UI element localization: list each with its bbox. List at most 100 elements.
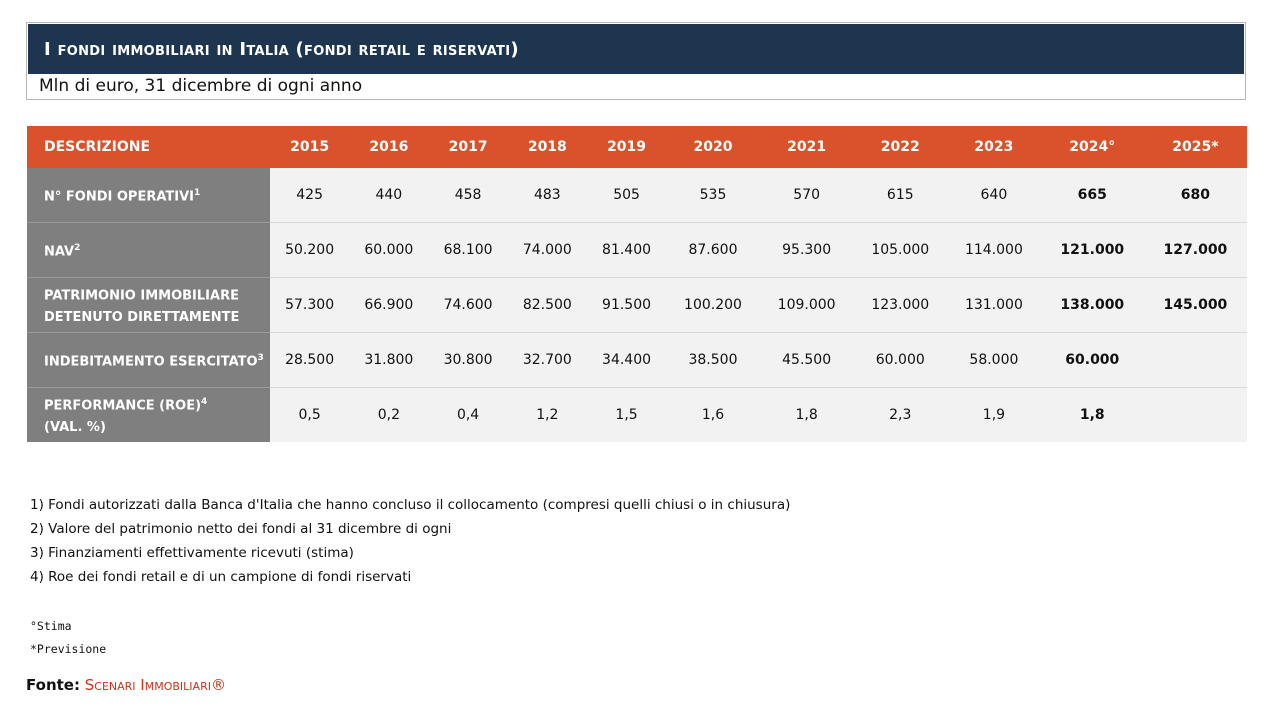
table-cell: 1,9	[947, 387, 1041, 442]
table-cell: 30.800	[428, 332, 508, 388]
row-label-line2: DETENUTO DIRETTAMENTE	[44, 310, 240, 326]
table-cell: 1,5	[586, 387, 667, 442]
table-cell: 425	[270, 168, 350, 223]
row-label: NAV2	[27, 222, 270, 278]
source: Fonte: Scenari Immobiliari®	[26, 676, 226, 694]
table-cell: 91.500	[586, 277, 667, 333]
footnote-ref: 4	[201, 396, 208, 407]
table-cell: 38.500	[666, 332, 760, 388]
table-body: N° FONDI OPERATIVI1 425 440 458 483 505 535 570…	[27, 168, 1247, 442]
table-cell: 1,6	[666, 387, 760, 442]
footnote-ref: 3	[257, 352, 264, 363]
table-cell: 2,3	[853, 387, 948, 442]
row-label: INDEBITAMENTO ESERCITATO3	[27, 332, 270, 388]
table-cell: 123.000	[853, 277, 948, 333]
table-cell: 505	[586, 168, 667, 223]
footnote: 3) Finanziamenti effettivamente ricevuti…	[30, 545, 354, 561]
footnotes: 1) Fondi autorizzati dalla Banca d'Itali…	[30, 493, 790, 589]
table-cell: 615	[853, 168, 948, 223]
source-org: Scenari Immobiliari®	[84, 676, 226, 694]
row-label-text: PERFORMANCE (ROE)	[44, 398, 202, 414]
table-cell: 66.900	[349, 277, 429, 333]
table-cell: 665	[1040, 168, 1144, 223]
table-cell: 0,5	[270, 387, 350, 442]
row-label: PERFORMANCE (ROE)4 (VAL. %)	[27, 387, 270, 442]
table-cell: 114.000	[947, 222, 1041, 278]
column-header: 2023	[947, 126, 1041, 168]
table-cell: 1,8	[1040, 387, 1144, 442]
table-cell: 82.500	[507, 277, 587, 333]
page-title: I fondi immobiliari in Italia (fondi ret…	[28, 24, 1244, 74]
row-label-text: N° FONDI OPERATIVI	[44, 189, 194, 205]
table-row: PERFORMANCE (ROE)4 (VAL. %) 0,5 0,2 0,4 1,2 1,…	[27, 387, 1247, 442]
row-label: N° FONDI OPERATIVI1	[27, 168, 270, 223]
table-cell: 109.000	[759, 277, 854, 333]
row-label-text: NAV	[44, 244, 75, 260]
table-cell: 31.800	[349, 332, 429, 388]
table-cell: 440	[349, 168, 429, 223]
footnote-ref: 2	[74, 242, 81, 253]
row-label: PATRIMONIO IMMOBILIARE DETENUTO DIRETTAME…	[27, 277, 270, 333]
table-cell: 680	[1143, 168, 1247, 223]
data-table: DESCRIZIONE 2015 2016 2017 2018 2019 202…	[27, 126, 1247, 442]
table-header-row: DESCRIZIONE 2015 2016 2017 2018 2019 202…	[27, 126, 1247, 168]
column-header: 2025*	[1143, 126, 1247, 168]
table-cell: 57.300	[270, 277, 350, 333]
table-cell: 60.000	[349, 222, 429, 278]
column-header: 2024°	[1040, 126, 1144, 168]
table-cell: 87.600	[666, 222, 760, 278]
title-box: I fondi immobiliari in Italia (fondi ret…	[26, 22, 1246, 100]
table-cell: 138.000	[1040, 277, 1144, 333]
table-cell	[1143, 332, 1247, 388]
table-cell: 640	[947, 168, 1041, 223]
table-cell: 34.400	[586, 332, 667, 388]
table-cell: 81.400	[586, 222, 667, 278]
column-header: 2015	[270, 126, 350, 168]
legend: °Stima *Previsione	[30, 615, 106, 661]
table-row: N° FONDI OPERATIVI1 425 440 458 483 505 535 570…	[27, 168, 1247, 223]
table-cell: 32.700	[507, 332, 587, 388]
table-row: NAV2 50.200 60.000 68.100 74.000 81.400 87.600…	[27, 222, 1247, 278]
table-cell: 45.500	[759, 332, 854, 388]
column-header: 2020	[666, 126, 760, 168]
row-label-text: INDEBITAMENTO ESERCITATO	[44, 354, 258, 370]
legend-item: °Stima	[30, 619, 72, 633]
table-cell: 1,2	[507, 387, 587, 442]
table-cell: 60.000	[853, 332, 948, 388]
row-label-line2: (VAL. %)	[44, 420, 106, 436]
row-label-text: PATRIMONIO IMMOBILIARE	[44, 288, 239, 304]
footnote: 1) Fondi autorizzati dalla Banca d'Itali…	[30, 497, 791, 513]
footnote: 4) Roe dei fondi retail e di un campione…	[30, 569, 412, 585]
table-cell: 74.600	[428, 277, 508, 333]
table-cell: 100.200	[666, 277, 760, 333]
column-header: 2019	[586, 126, 667, 168]
table-cell: 0,4	[428, 387, 508, 442]
table-cell: 0,2	[349, 387, 429, 442]
table-cell: 483	[507, 168, 587, 223]
table-row: INDEBITAMENTO ESERCITATO3 28.500 31.800 30.…	[27, 332, 1247, 388]
legend-item: *Previsione	[30, 642, 107, 656]
table-cell: 58.000	[947, 332, 1041, 388]
footnote-ref: 1	[194, 187, 201, 198]
table-cell: 1,8	[759, 387, 854, 442]
table-cell	[1143, 387, 1247, 442]
column-header: 2018	[507, 126, 587, 168]
column-header: DESCRIZIONE	[27, 126, 270, 168]
table-cell: 145.000	[1143, 277, 1247, 333]
column-header: 2022	[853, 126, 948, 168]
table-cell: 131.000	[947, 277, 1041, 333]
table-cell: 50.200	[270, 222, 350, 278]
table-cell: 458	[428, 168, 508, 223]
column-header: 2016	[349, 126, 429, 168]
table-cell: 28.500	[270, 332, 350, 388]
table-cell: 60.000	[1040, 332, 1144, 388]
table-cell: 74.000	[507, 222, 587, 278]
table-cell: 68.100	[428, 222, 508, 278]
table-cell: 535	[666, 168, 760, 223]
column-header: 2017	[428, 126, 508, 168]
table-cell: 570	[759, 168, 854, 223]
column-header: 2021	[759, 126, 854, 168]
table-row: PATRIMONIO IMMOBILIARE DETENUTO DIRETTAME…	[27, 277, 1247, 333]
table-cell: 127.000	[1143, 222, 1247, 278]
source-label: Fonte:	[26, 676, 80, 694]
